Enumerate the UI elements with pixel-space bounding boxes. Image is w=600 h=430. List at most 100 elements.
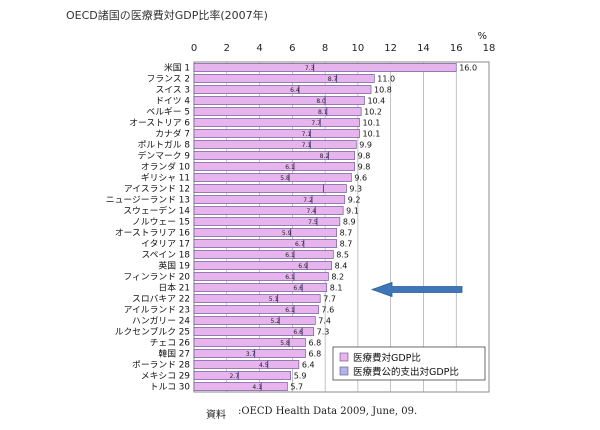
bar-total [193, 382, 288, 391]
data-label-public: 6.7 [295, 241, 305, 248]
data-label-total: 9.2 [348, 196, 361, 205]
category-label: ベルギー 5 [146, 107, 190, 118]
data-label-total: 9.3 [349, 185, 362, 194]
category-label: トルコ 30 [150, 383, 191, 393]
bar-total [193, 162, 355, 171]
category-label: ポーランド 28 [132, 360, 190, 371]
bar-total [193, 74, 375, 83]
legend-swatch-total [339, 352, 349, 362]
category-label: オーストリア 6 [129, 118, 190, 129]
data-label-total: 11.0 [377, 75, 395, 84]
left-arrow-icon [370, 281, 463, 298]
data-label-total: 6.4 [302, 361, 315, 370]
data-label-public: 7.5 [308, 219, 318, 226]
data-label-total: 10.1 [363, 119, 381, 128]
bar-total [193, 316, 316, 325]
bar-total [193, 261, 332, 270]
data-label-public: 5.9 [282, 230, 292, 237]
category-label: スウェーデン 14 [123, 205, 190, 217]
data-label-public: 6.1 [285, 252, 295, 259]
category-label: アイスランド 12 [124, 184, 190, 195]
category-label: 日本 21 [158, 282, 190, 294]
bar-total [193, 151, 355, 160]
category-label: スロバキア 22 [132, 294, 190, 305]
data-label-total: 9.9 [359, 141, 372, 150]
bar-total [193, 228, 337, 237]
data-label-public: 5.8 [280, 340, 290, 347]
x-tick-label: 14 [417, 43, 430, 54]
bar-total [193, 327, 314, 336]
data-label-total: 8.9 [343, 218, 356, 227]
bar-total [193, 195, 346, 204]
source-label: 資料 [206, 410, 226, 421]
bar-total [193, 140, 357, 149]
category-label: オーストラリア 16 [115, 228, 191, 239]
data-label-public: 6.1 [285, 274, 295, 281]
category-label: フランス 2 [147, 74, 190, 85]
category-label: カナダ 7 [155, 128, 190, 140]
data-label-public: 6.1 [285, 307, 295, 314]
data-label-public: 6.9 [298, 263, 308, 270]
data-label-total: 8.4 [335, 262, 348, 271]
data-label-total: 8.5 [336, 251, 349, 260]
data-label-public: 8.2 [320, 153, 330, 160]
bar-total [193, 283, 328, 292]
data-label-public: 7.2 [303, 197, 313, 204]
data-label-public: 7.1 [302, 142, 312, 149]
category-label: 米国 1 [164, 62, 190, 74]
category-label: スペイン 18 [141, 251, 190, 261]
category-label: ギリシャ 11 [141, 173, 190, 184]
data-label-total: 6.8 [308, 339, 321, 348]
bar-total [193, 206, 344, 215]
category-label: メキシコ 29 [141, 372, 190, 382]
data-label-total: 7.7 [323, 295, 336, 304]
data-label-public: 5.2 [270, 318, 280, 325]
bar-total [193, 96, 365, 105]
bar-total [193, 217, 341, 226]
data-label-total: 7.3 [317, 328, 330, 337]
bar-total [193, 371, 291, 380]
bar-total [193, 173, 352, 182]
legend-label-total: 医療費対GDP比 [353, 352, 421, 364]
data-label-public: 8.1 [318, 109, 328, 116]
category-label: ルクセンブルク 25 [115, 326, 190, 338]
data-label-public: 4.1 [252, 384, 262, 391]
category-label: チェコ 26 [150, 338, 191, 349]
bar-total [193, 250, 334, 259]
category-label: イタリア 17 [141, 239, 190, 250]
data-label-public: 8.7 [328, 76, 338, 83]
category-label: ニュージーランド 13 [106, 195, 190, 206]
bar-total [193, 360, 300, 369]
category-label: オランダ 10 [141, 161, 191, 173]
x-tick-label: 2 [224, 43, 230, 54]
data-label-total: 10.1 [363, 130, 381, 139]
bar-total [193, 107, 362, 116]
data-label-public: 3.7 [246, 351, 256, 358]
data-label-total: 8.7 [340, 229, 353, 238]
x-tick-label: 10 [352, 43, 365, 54]
category-label: 韓国 27 [158, 349, 190, 360]
x-tick-label: 18 [483, 43, 496, 54]
x-axis-unit: % [477, 31, 487, 42]
data-label-public: 5.1 [269, 296, 279, 303]
data-label-public: 8.0 [316, 98, 326, 105]
data-label-public: 7.7 [311, 120, 321, 127]
data-label-total: 7.4 [318, 317, 331, 326]
category-label: 英国 19 [158, 260, 190, 272]
category-label: ハンガリー 24 [132, 316, 190, 327]
x-tick-label: 12 [384, 43, 397, 54]
bar-total [193, 294, 321, 303]
x-tick-label: 4 [256, 43, 262, 54]
chart-title: OECD諸国の医療費対GDP比率(2007年) [66, 9, 268, 22]
bar-total [193, 184, 347, 193]
data-label-total: 9.6 [354, 174, 367, 183]
data-label-public: 6.6 [293, 285, 303, 292]
data-label-total: 10.4 [367, 97, 385, 106]
bar-total [193, 349, 306, 358]
bar-total [193, 338, 306, 347]
data-label-public: 6.6 [293, 329, 303, 336]
legend-label-public: 医療費公的支出対GDP比 [353, 366, 459, 378]
category-label: ドイツ 4 [155, 97, 190, 107]
x-tick-label: 6 [289, 43, 295, 54]
data-label-total: 9.8 [358, 163, 371, 172]
